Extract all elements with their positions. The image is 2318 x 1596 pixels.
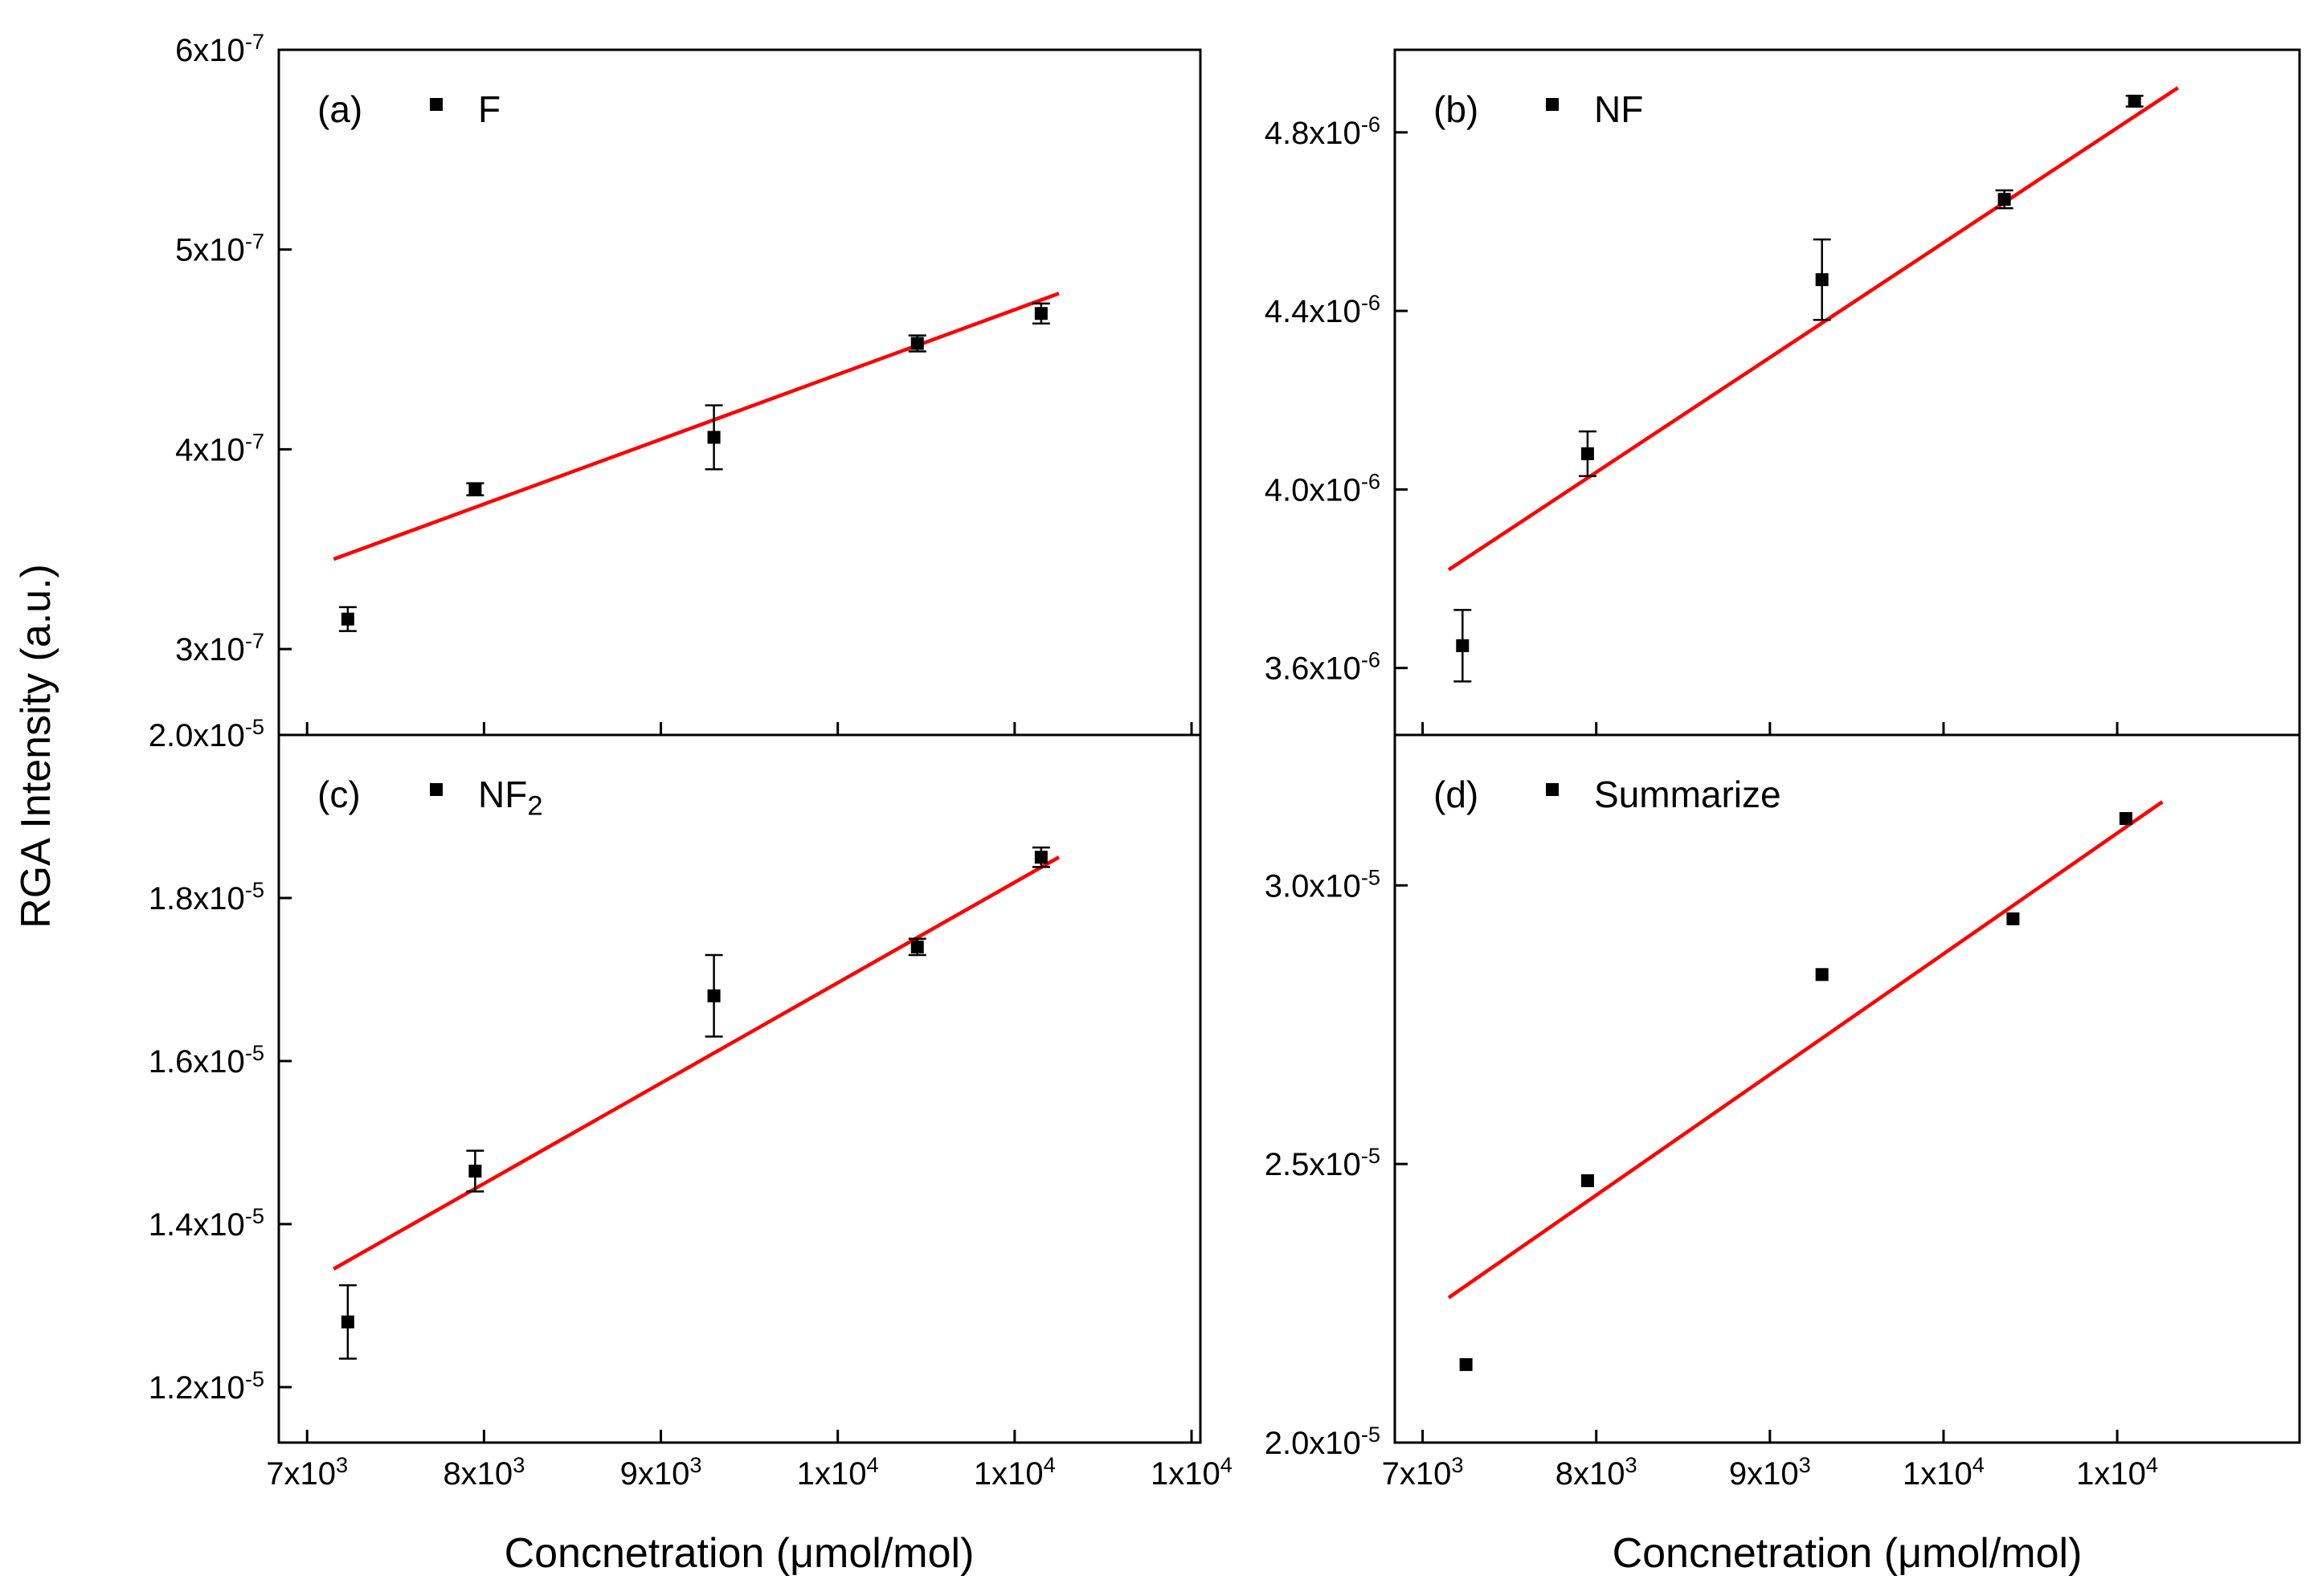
x-tick-label: 1x104 — [1903, 1452, 1985, 1492]
panel-c: 7x103 8x103 9x103 1x104 1x104 1x104 1.2x10-5 1.… — [149, 714, 1233, 1492]
data-point-marker — [468, 483, 482, 496]
y-tick-label: 2.5x10-5 — [1265, 1143, 1380, 1182]
panel-b: 3.6x10-6 4.0x10-6 4.4x10-6 4.8x10-6 (b) NF — [1265, 48, 2301, 737]
y-tick-label: 4.4x10-6 — [1265, 290, 1380, 329]
legend-label: NF — [1594, 88, 1643, 130]
x-tick-label: 1x104 — [974, 1452, 1056, 1492]
x-tick-label: 9x103 — [1729, 1452, 1811, 1492]
x-axis-title-left: Concnetration (μmol/mol) — [505, 1530, 975, 1577]
data-point-marker — [1815, 273, 1829, 287]
panel-tag: (d) — [1433, 774, 1478, 815]
y-tick-label: 2.0x10-5 — [1265, 1422, 1380, 1461]
panel-frame — [1393, 733, 2301, 1444]
y-tick-label: 1.6x10-5 — [149, 1040, 264, 1080]
y-axis-title: RGA Intensity (a.u.) — [13, 564, 59, 929]
y-tick-label: 2.0x10-5 — [149, 714, 264, 753]
data-point-marker — [1580, 1174, 1594, 1187]
data-point-marker — [2119, 812, 2132, 826]
legend-marker-icon — [1546, 98, 1559, 111]
data-point-marker — [707, 989, 721, 1002]
data-point-marker — [1456, 639, 1470, 652]
legend-label: Summarize — [1594, 774, 1781, 815]
legend-label: F — [478, 88, 501, 130]
x-tick-label: 8x103 — [443, 1452, 525, 1492]
data-point-marker — [341, 612, 354, 626]
fit-line — [1447, 86, 2179, 572]
fit-line — [1447, 800, 2164, 1300]
legend-label: NF2 — [478, 774, 543, 822]
x-tick-label: 1x104 — [1151, 1452, 1233, 1492]
data-point-marker — [1997, 193, 2011, 206]
data-point-marker — [341, 1315, 354, 1329]
panel-tag: (a) — [317, 88, 362, 130]
x-tick-label: 7x103 — [266, 1452, 348, 1492]
panel-a: 3x10-7 4x10-7 5x10-7 6x10-7 (a) F — [175, 29, 1202, 737]
panels-group: 3x10-7 4x10-7 5x10-7 6x10-7 (a) F 3.6x10-6 4.0x… — [149, 29, 2301, 1492]
data-point-marker — [1580, 447, 1594, 460]
data-point-marker — [1034, 307, 1048, 320]
fit-line — [333, 855, 1060, 1271]
legend-marker-icon — [430, 98, 443, 111]
panel-frame — [277, 733, 1202, 1444]
y-tick-label: 4.0x10-6 — [1265, 468, 1380, 508]
data-point-marker — [910, 940, 924, 953]
y-tick-label: 3x10-7 — [175, 628, 264, 667]
fit-line — [333, 292, 1060, 561]
y-tick-label: 3.6x10-6 — [1265, 647, 1380, 687]
panel-tag: (b) — [1433, 88, 1478, 130]
data-point-marker — [468, 1165, 482, 1178]
data-point-marker — [910, 337, 924, 350]
y-tick-label: 1.8x10-5 — [149, 877, 264, 916]
legend-marker-icon — [430, 783, 443, 796]
legend-marker-icon — [1546, 783, 1559, 796]
y-tick-label: 4x10-7 — [175, 428, 264, 467]
x-tick-label: 9x103 — [620, 1452, 702, 1492]
x-tick-label: 7x103 — [1382, 1452, 1464, 1492]
panel-tag: (c) — [317, 774, 361, 815]
x-tick-label: 1x104 — [2076, 1452, 2158, 1492]
y-tick-label: 6x10-7 — [175, 29, 264, 68]
x-axis-title-right: Concnetration (μmol/mol) — [1613, 1530, 2083, 1577]
x-tick-label: 1x104 — [797, 1452, 879, 1492]
data-point-marker — [1459, 1357, 1473, 1371]
panel-frame — [1393, 48, 2301, 737]
y-tick-label: 1.4x10-5 — [149, 1203, 264, 1243]
panel-frame — [277, 48, 1202, 737]
data-point-marker — [2128, 94, 2141, 108]
x-tick-label: 8x103 — [1556, 1452, 1637, 1492]
data-point-marker — [707, 431, 721, 444]
y-tick-label: 3.0x10-5 — [1265, 864, 1380, 904]
y-tick-label: 5x10-7 — [175, 229, 264, 268]
y-tick-label: 1.2x10-5 — [149, 1366, 264, 1406]
panel-d: 7x103 8x103 9x103 1x104 1x104 2.0x10-5 2.5x10-… — [1265, 733, 2301, 1492]
data-point-marker — [1815, 968, 1829, 982]
data-point-marker — [2006, 912, 2020, 925]
data-point-marker — [1034, 851, 1048, 864]
y-tick-label: 4.8x10-6 — [1265, 112, 1380, 151]
